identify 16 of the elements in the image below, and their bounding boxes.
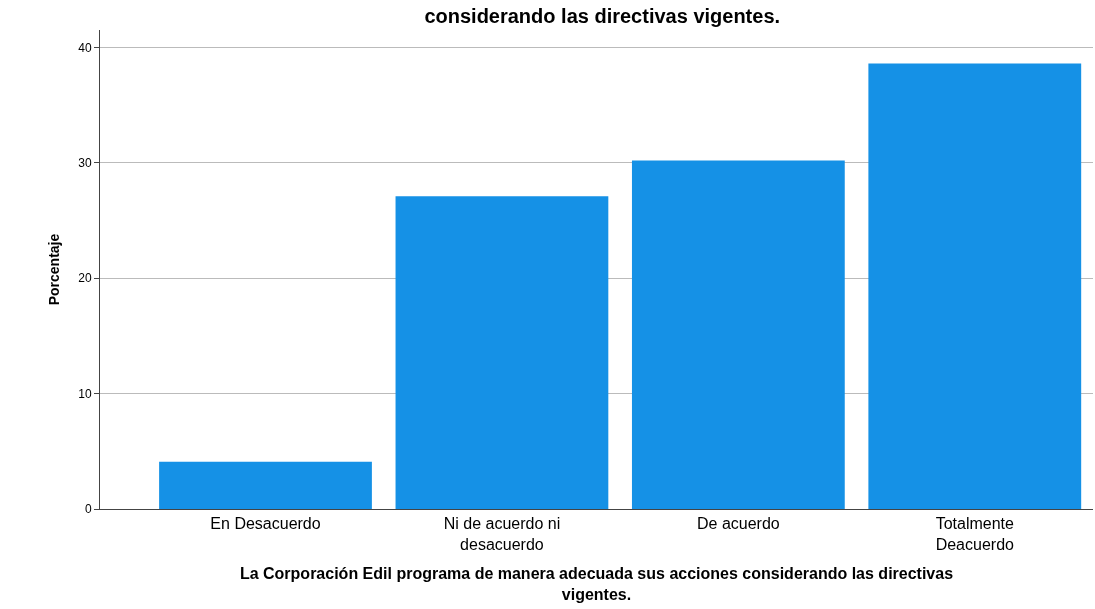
- y-tick-label: 40: [78, 40, 92, 55]
- x-tick-label: Totalmente Deacuerdo: [935, 515, 1015, 553]
- y-tick-label: 20: [78, 271, 92, 286]
- y-tick-label: 0: [84, 502, 92, 517]
- x-tick-label: En Desacuerdo: [210, 515, 321, 533]
- x-tick-label: Ni de acuerdo ni desacuerdo: [443, 515, 561, 553]
- chart-title: considerando las directivas vigentes.: [424, 5, 781, 28]
- x-axis-title: La Corporación Edil programa de manera adecuada sus acciones considerando las directivas vigentes.: [239, 564, 954, 603]
- bar: [631, 160, 845, 509]
- y-tick-label: 30: [78, 155, 92, 170]
- bar: [395, 196, 609, 509]
- x-tick-label: De acuerdo: [697, 515, 780, 533]
- bar: [868, 63, 1082, 509]
- y-axis-title: Porcentaje: [45, 233, 62, 306]
- bar: [159, 461, 372, 509]
- y-tick-label: 10: [78, 386, 92, 401]
